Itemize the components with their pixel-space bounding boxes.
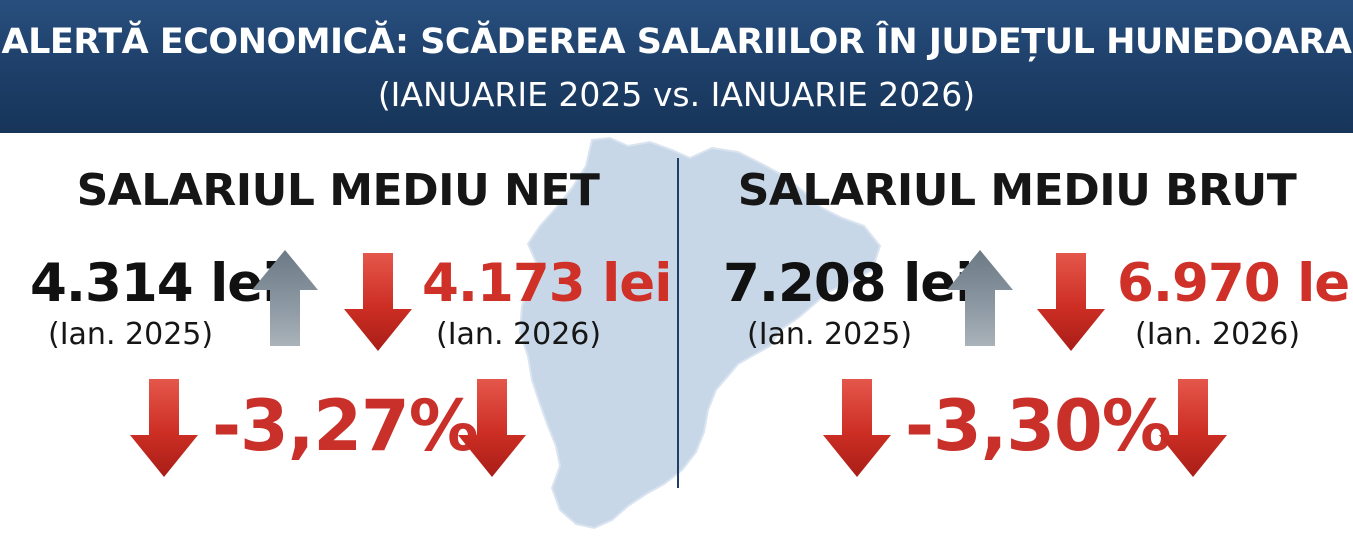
arrow-down-icon <box>823 379 891 477</box>
brut-panel-title: SALARIUL MEDIU BRUT <box>737 165 1297 216</box>
arrow-up-icon <box>947 250 1013 346</box>
net-salary-panel: SALARIUL MEDIU NET 4.314 lei (Ian. 2025)… <box>0 133 676 536</box>
brut-new-value: 6.970 lei <box>1117 253 1353 314</box>
arrow-down-icon <box>1159 379 1227 477</box>
arrow-down-icon <box>458 379 526 477</box>
brut-old-period: (Ian. 2025) <box>747 317 913 352</box>
header-banner: ALERTĂ ECONOMICĂ: SCĂDEREA SALARIILOR ÎN… <box>0 0 1353 133</box>
net-change-percent: -3,27% <box>212 385 479 467</box>
net-new-value: 4.173 lei <box>422 253 672 314</box>
arrow-up-icon <box>252 250 318 346</box>
brut-old-value: 7.208 lei <box>723 253 973 314</box>
page-title: ALERTĂ ECONOMICĂ: SCĂDEREA SALARIILOR ÎN… <box>1 22 1352 62</box>
net-old-period: (Ian. 2025) <box>48 317 214 352</box>
brut-new-period: (Ian. 2026) <box>1135 317 1301 352</box>
brut-change-percent: -3,30% <box>905 385 1172 467</box>
arrow-down-icon <box>344 253 412 351</box>
net-old-value: 4.314 lei <box>30 253 280 314</box>
net-new-period: (Ian. 2026) <box>436 317 602 352</box>
panel-divider <box>677 158 679 488</box>
arrow-down-icon <box>1037 253 1105 351</box>
net-panel-title: SALARIUL MEDIU NET <box>76 165 600 216</box>
page-subtitle: (IANUARIE 2025 vs. IANUARIE 2026) <box>377 75 976 114</box>
arrow-down-icon <box>130 379 198 477</box>
gross-salary-panel: SALARIUL MEDIU BRUT 7.208 lei (Ian. 2025… <box>679 133 1353 536</box>
